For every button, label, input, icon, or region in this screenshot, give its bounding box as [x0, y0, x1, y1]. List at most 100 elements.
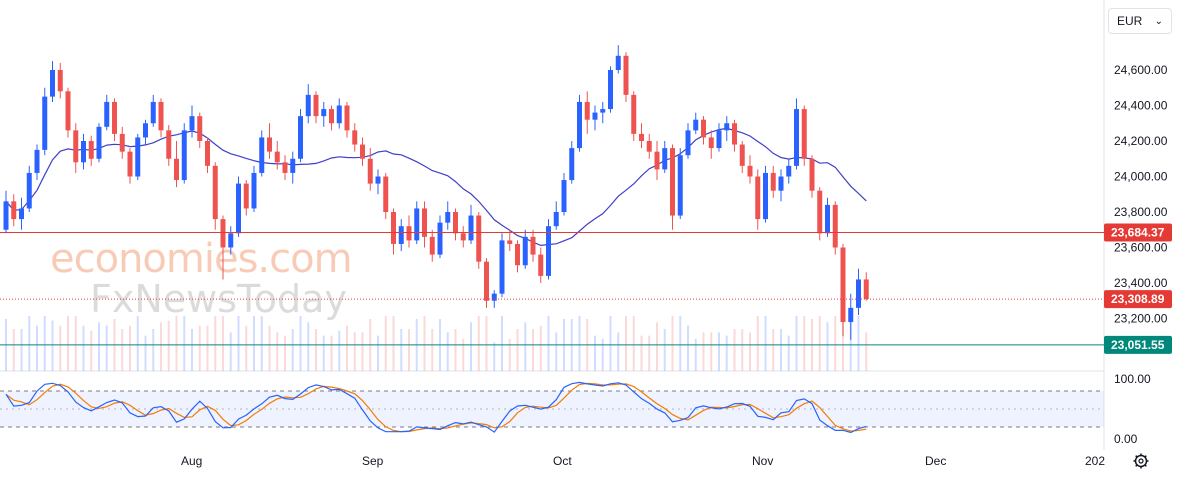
volume-bar [454, 329, 457, 371]
time-label-aug: Aug [181, 454, 202, 468]
price-tag-label: 23,308.89 [1111, 292, 1165, 306]
volume-bar [229, 332, 232, 371]
currency-select[interactable]: EUR ⌄ [1108, 8, 1172, 34]
volume-bar [338, 330, 341, 371]
candle [794, 98, 799, 170]
volume-bars [5, 316, 868, 371]
candle [236, 176, 241, 237]
volume-bar [28, 316, 31, 371]
volume-bar [578, 316, 581, 371]
volume-bar [253, 316, 255, 371]
volume-bar [493, 342, 496, 371]
candle [243, 180, 249, 216]
candle [150, 94, 156, 127]
candle [42, 87, 48, 156]
volume-bar [408, 329, 410, 371]
candle [290, 151, 296, 184]
candle [468, 204, 474, 244]
gear-icon[interactable] [1133, 453, 1149, 469]
volume-bar [431, 329, 434, 371]
volume-bar [191, 329, 193, 371]
candle [670, 144, 675, 230]
candle [406, 215, 412, 248]
volume-bar [702, 332, 705, 371]
candle [391, 208, 396, 255]
candle [809, 155, 815, 198]
price-lines: 23,684.37 23,308.89 23,051.55 [0, 223, 1172, 354]
candle [414, 201, 420, 244]
candle [429, 229, 435, 262]
volume-bar [477, 316, 480, 371]
candle [747, 155, 753, 184]
volume-bar [539, 325, 542, 371]
volume-bar [756, 316, 759, 371]
price-tag-label: 23,051.55 [1111, 338, 1165, 352]
volume-bar [764, 316, 767, 371]
volume-bar [725, 335, 728, 371]
candle [344, 101, 350, 138]
candle [19, 197, 24, 230]
volume-bar [82, 325, 85, 371]
volume-bar [547, 316, 550, 371]
candle [298, 109, 303, 163]
candle [329, 105, 334, 131]
volume-bar [656, 322, 658, 371]
stoch-tick-0: 0.00 [1114, 432, 1138, 446]
volume-bar [214, 316, 217, 371]
candle [825, 197, 830, 237]
volume-bar [400, 329, 403, 371]
candle [546, 219, 551, 280]
volume-bar [780, 329, 782, 371]
candle [96, 123, 102, 163]
volume-bar [121, 329, 124, 371]
volume-bar [268, 325, 271, 371]
price-tick-label: 23,800.00 [1114, 205, 1168, 219]
candle [228, 226, 234, 255]
candle [336, 98, 342, 129]
candle [654, 141, 660, 181]
volume-bar [59, 325, 62, 371]
candle [11, 194, 17, 227]
candle [639, 123, 644, 149]
volume-bar [392, 316, 395, 371]
volume-bar [446, 332, 449, 371]
candle [716, 123, 722, 152]
candle [623, 52, 629, 102]
candle [515, 240, 520, 273]
candle [840, 243, 846, 337]
volume-bar [12, 329, 15, 371]
volume-bar [152, 329, 155, 371]
volume-bar [671, 316, 674, 371]
ma-line [5, 127, 867, 247]
candle [763, 165, 768, 223]
volume-bar [516, 329, 519, 371]
candle [282, 155, 288, 181]
candle [662, 141, 668, 173]
volume-bar [818, 316, 821, 371]
candle [476, 212, 482, 269]
candle [453, 208, 458, 241]
stoch-tick-100: 100.00 [1114, 372, 1151, 386]
price-tick-label: 24,600.00 [1114, 63, 1168, 77]
volume-bar [865, 332, 868, 371]
candle [538, 247, 544, 283]
candle [181, 123, 187, 184]
volume-bar [803, 316, 806, 371]
volume-bar [733, 329, 736, 371]
candle [375, 169, 381, 195]
candle [305, 84, 311, 124]
volume-bar [679, 316, 682, 371]
price-tick-label: 23,600.00 [1114, 241, 1168, 255]
price-tag: 23,684.37 [1104, 223, 1172, 242]
chevron-down-icon: ⌄ [1154, 15, 1163, 27]
volume-bar [842, 316, 844, 371]
candle [863, 272, 869, 301]
volume-bar [206, 325, 209, 371]
volume-bar [462, 339, 465, 371]
candle [88, 135, 94, 166]
volume-bar [67, 316, 69, 371]
candles [3, 45, 869, 340]
candle [739, 141, 745, 173]
